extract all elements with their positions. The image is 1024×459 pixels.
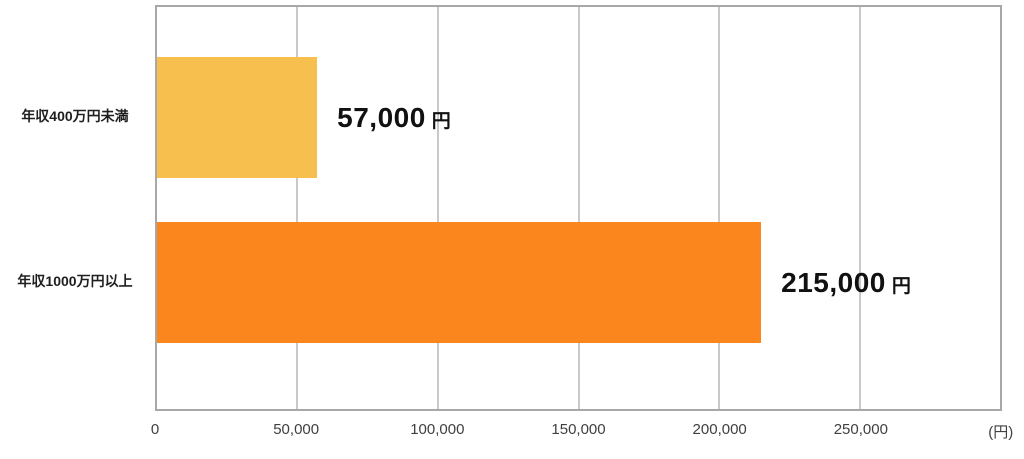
x-tick-label: 0 bbox=[150, 421, 160, 438]
x-tick-label: 50,000 bbox=[273, 421, 320, 438]
category-label: 年収1000万円以上 bbox=[17, 272, 133, 289]
x-tick-label: 150,000 bbox=[551, 421, 606, 438]
value-unit: 円 bbox=[891, 275, 912, 297]
x-tick-label: 250,000 bbox=[833, 421, 888, 438]
value-number: 57,000 bbox=[337, 101, 426, 133]
value-unit: 円 bbox=[431, 110, 452, 132]
x-axis: 0 50,000 100,000 150,000 200,000 250,000 (円) bbox=[151, 421, 1013, 445]
x-tick-label: 200,000 bbox=[692, 421, 747, 438]
category-label: 年収400万円未満 bbox=[21, 107, 129, 124]
bar-income-over-10m bbox=[157, 222, 762, 343]
vertical-gridline bbox=[577, 7, 580, 409]
vertical-gridline bbox=[858, 7, 861, 409]
x-tick-label: 100,000 bbox=[410, 421, 465, 438]
bar-row: 57,000 円 bbox=[157, 57, 1000, 178]
value-label: 57,000 円 bbox=[337, 102, 451, 134]
vertical-gridline bbox=[717, 7, 720, 409]
bar-row: 215,000 円 bbox=[157, 222, 1000, 343]
vertical-gridline bbox=[436, 7, 439, 409]
value-number: 215,000 bbox=[781, 266, 886, 298]
value-label: 215,000 円 bbox=[781, 267, 911, 299]
plot-area: 57,000 円 215,000 円 bbox=[155, 5, 1002, 411]
bar-income-under-4m bbox=[157, 57, 318, 178]
x-axis-unit-label: (円) bbox=[988, 424, 1014, 441]
vertical-gridline bbox=[296, 7, 299, 409]
